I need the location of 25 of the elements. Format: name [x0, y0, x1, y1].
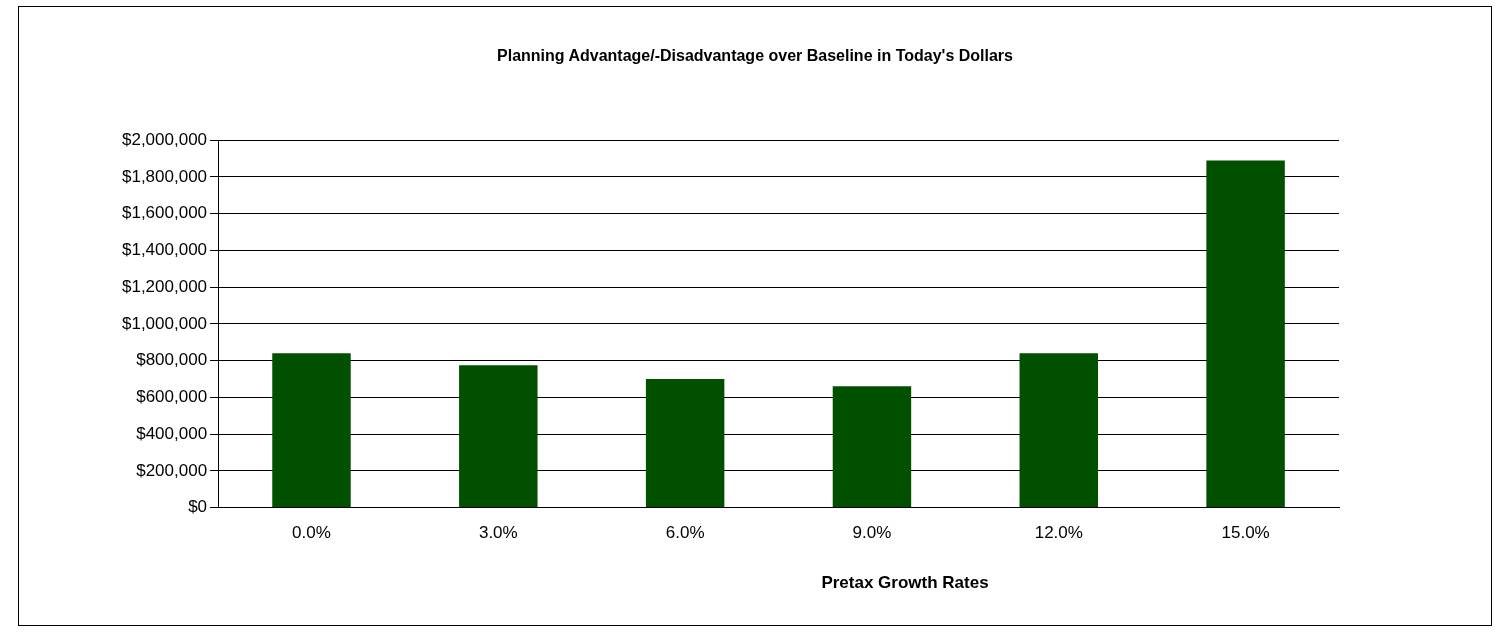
chart-title: Planning Advantage/-Disadvantage over Baseline in Today's Dollars	[496, 47, 1014, 65]
y-tick-label: $1,200,000	[121, 276, 208, 296]
bar	[459, 365, 538, 508]
x-tick-label: 6.0%	[665, 523, 705, 543]
bar	[1206, 160, 1285, 508]
y-tick-label: $1,800,000	[121, 166, 208, 186]
x-tick-label: 0.0%	[292, 523, 331, 543]
y-tick-label: $1,000,000	[121, 313, 208, 333]
y-tick-label: $600,000	[136, 387, 208, 407]
y-tick-label: $1,600,000	[121, 203, 208, 223]
y-tick-label: $800,000	[136, 350, 208, 370]
bar	[645, 379, 725, 508]
bar	[272, 353, 351, 508]
x-tick-label: 12.0%	[1034, 523, 1083, 543]
y-tick-label: $0	[188, 497, 208, 517]
x-tick-label: 15.0%	[1221, 523, 1270, 543]
x-tick-label: 9.0%	[852, 523, 892, 543]
x-axis-title: Pretax Growth Rates	[820, 573, 990, 593]
y-tick-label: $1,400,000	[121, 240, 208, 260]
x-tick-label: 3.0%	[478, 523, 518, 543]
y-tick-label: $200,000	[136, 460, 208, 480]
y-tick-label: $400,000	[136, 423, 208, 443]
bar	[1019, 353, 1098, 508]
bar	[832, 386, 912, 508]
y-tick-label: $2,000,000	[121, 129, 208, 149]
